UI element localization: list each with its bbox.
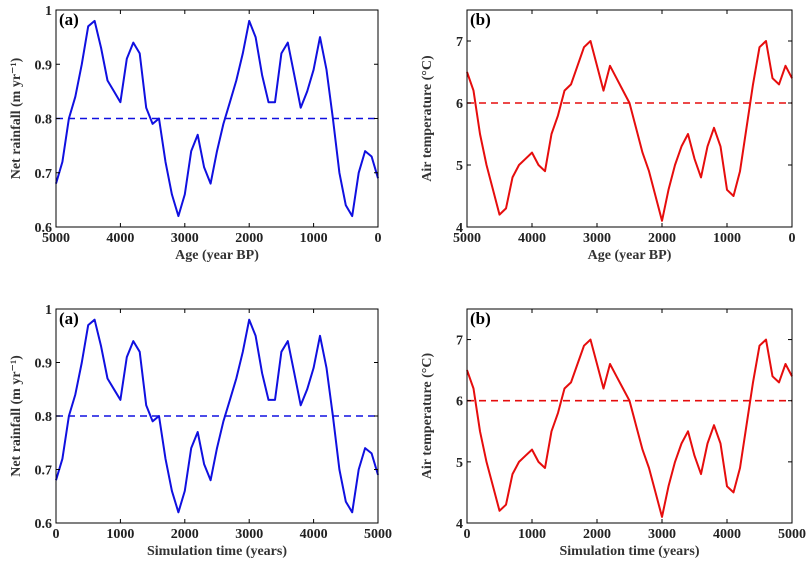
y-tick-label: 0.9 bbox=[35, 357, 53, 372]
x-axis-label: Simulation time (years) bbox=[147, 544, 287, 559]
x-tick-label: 1000 bbox=[713, 231, 741, 246]
y-axis-label: Net rainfall (m yr⁻¹) bbox=[9, 57, 24, 179]
x-tick-label: 0 bbox=[789, 231, 796, 246]
x-tick-label: 5000 bbox=[778, 527, 806, 542]
x-tick-label: 0 bbox=[375, 231, 382, 246]
y-tick-label: 0.8 bbox=[35, 113, 53, 128]
x-tick-label: 0 bbox=[53, 527, 60, 542]
series-line-1 bbox=[466, 338, 793, 518]
axes-box bbox=[466, 9, 793, 228]
y-tick-label: 0.6 bbox=[35, 517, 53, 532]
y-tick-label: 5 bbox=[456, 159, 463, 174]
y-tick-label: 0.7 bbox=[35, 167, 53, 182]
axes-box bbox=[466, 308, 793, 524]
panel-label: (a) bbox=[59, 10, 79, 29]
y-tick-label: 1 bbox=[45, 303, 52, 318]
chart-panel-4: 0 1000 2000 3000 4000 5000 4 5 6 7 Simulation time… bbox=[420, 308, 806, 559]
x-tick-label: 4000 bbox=[106, 231, 134, 246]
series-line-1 bbox=[55, 318, 379, 514]
x-tick-label: 5000 bbox=[42, 231, 70, 246]
y-tick-label: 0.6 bbox=[35, 221, 53, 236]
x-tick-label: 0 bbox=[464, 527, 471, 542]
x-tick-label: 2000 bbox=[171, 527, 199, 542]
x-tick-label: 4000 bbox=[713, 527, 741, 542]
x-tick-label: 2000 bbox=[648, 231, 676, 246]
x-tick-label: 4000 bbox=[518, 231, 546, 246]
x-tick-label: 1000 bbox=[300, 231, 328, 246]
y-tick-label: 0.7 bbox=[35, 464, 53, 479]
x-axis-label: Age (year BP) bbox=[588, 248, 672, 263]
x-tick-label: 5000 bbox=[364, 527, 392, 542]
x-tick-label: 3000 bbox=[171, 231, 199, 246]
y-tick-label: 0.9 bbox=[35, 58, 53, 73]
x-tick-label: 4000 bbox=[300, 527, 328, 542]
y-axis-label: Air temperature (°C) bbox=[420, 55, 435, 182]
series-line-1 bbox=[55, 19, 379, 218]
y-axis-label: Net rainfall (m yr⁻¹) bbox=[9, 355, 24, 477]
y-tick-label: 6 bbox=[456, 395, 463, 410]
chart-panel-1: 5000 4000 3000 2000 1000 0 0.6 0.7 0.8 0.9 1 Age (y… bbox=[9, 4, 382, 263]
y-tick-label: 6 bbox=[456, 97, 463, 112]
panel-label: (b) bbox=[470, 309, 491, 328]
x-tick-label: 2000 bbox=[583, 527, 611, 542]
series-line-1 bbox=[466, 40, 793, 222]
y-tick-label: 7 bbox=[456, 334, 463, 349]
chart-panel-2: 5000 4000 3000 2000 1000 0 4 5 6 7 Age (year BP) Ai… bbox=[420, 9, 796, 263]
x-axis-label: Simulation time (years) bbox=[560, 544, 700, 559]
chart-panel-3: 0 1000 2000 3000 4000 5000 0.6 0.7 0.8 0.9 1 Simula… bbox=[9, 303, 392, 559]
x-tick-label: 3000 bbox=[235, 527, 263, 542]
y-tick-label: 5 bbox=[456, 456, 463, 471]
y-tick-label: 4 bbox=[456, 517, 463, 532]
x-tick-label: 1000 bbox=[106, 527, 134, 542]
y-tick-label: 7 bbox=[456, 35, 463, 50]
x-tick-label: 3000 bbox=[648, 527, 676, 542]
x-tick-label: 5000 bbox=[453, 231, 481, 246]
y-tick-label: 1 bbox=[45, 4, 52, 19]
x-tick-label: 1000 bbox=[518, 527, 546, 542]
x-tick-label: 2000 bbox=[235, 231, 263, 246]
y-axis-label: Air temperature (°C) bbox=[420, 352, 435, 479]
x-tick-label: 3000 bbox=[583, 231, 611, 246]
x-axis-label: Age (year BP) bbox=[175, 248, 259, 263]
panel-label: (b) bbox=[470, 10, 491, 29]
y-tick-label: 0.8 bbox=[35, 410, 53, 425]
panel-label: (a) bbox=[59, 309, 79, 328]
y-tick-label: 4 bbox=[456, 221, 463, 236]
